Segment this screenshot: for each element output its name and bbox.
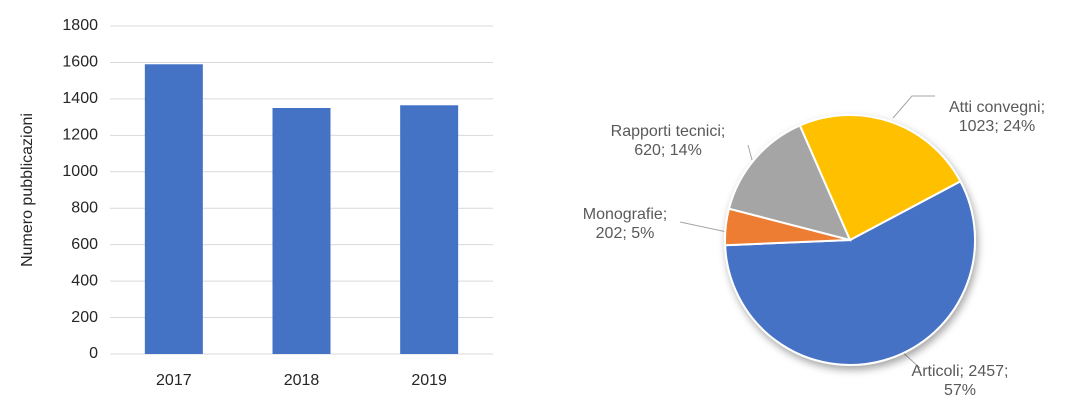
y-tick-label: 1200: [62, 127, 98, 144]
bar: [400, 105, 459, 355]
y-tick-label: 400: [71, 272, 98, 289]
pie-slice: [798, 114, 962, 242]
data-label: Rapporti tecnici; 620; 14%: [610, 123, 726, 159]
data-label: Monografie; 202; 5%: [582, 206, 668, 242]
y-tick-label: 1400: [62, 90, 98, 107]
y-tick-label: 1000: [62, 163, 98, 180]
pie-slice: [727, 124, 852, 242]
y-tick-label: 1600: [62, 54, 98, 71]
y-tick-label: 600: [71, 236, 98, 253]
leader-line: [747, 144, 753, 161]
y-axis-label: Numero pubblicazioni: [19, 113, 36, 267]
leader-line: [892, 95, 935, 119]
x-tick-label: 2017: [156, 372, 192, 389]
data-label: Articoli; 2457; 57%: [911, 363, 1009, 399]
leader-line: [679, 221, 728, 233]
pie: [724, 114, 976, 366]
y-tick-label: 0: [89, 345, 98, 362]
bar: [272, 108, 331, 354]
y-tick-label: 200: [71, 309, 98, 326]
x-tick-label: 2018: [284, 372, 320, 389]
x-tick-label: 2019: [411, 372, 447, 389]
bar: [144, 64, 203, 355]
pie-slice: [724, 179, 976, 366]
y-tick-label: 1800: [62, 17, 98, 34]
data-label: Atti convegni; 1023; 24%: [948, 99, 1046, 135]
y-tick-label: 800: [71, 199, 98, 216]
